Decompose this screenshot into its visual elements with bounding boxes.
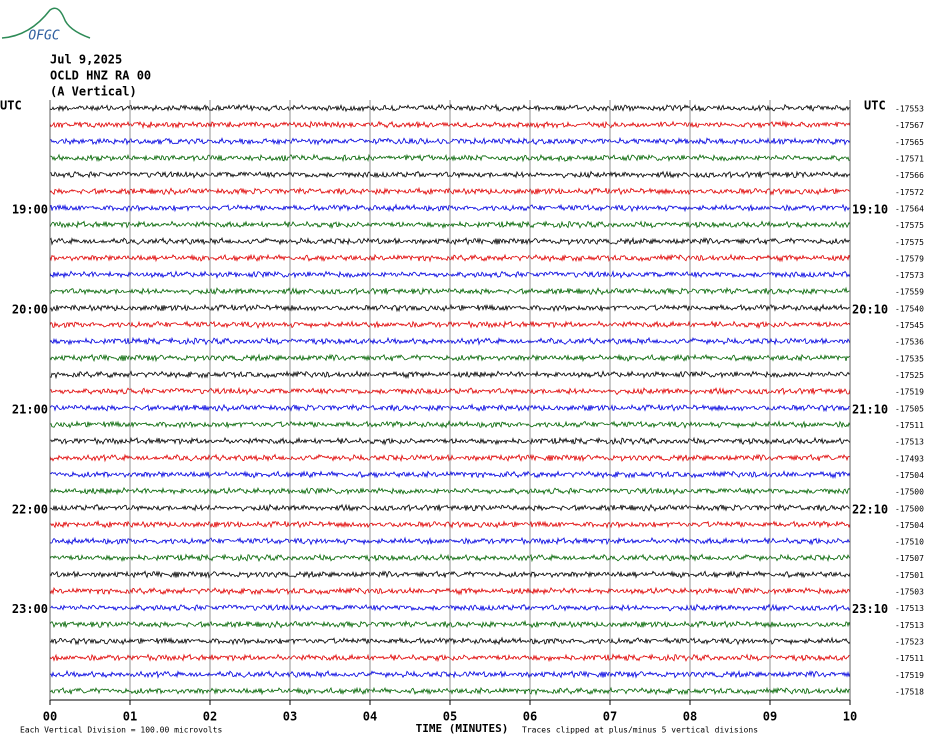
x-tick-label: 10 xyxy=(843,710,857,724)
trace-offset: -17579 xyxy=(895,254,924,263)
trace-offset: -17571 xyxy=(895,154,924,163)
x-tick-label: 05 xyxy=(443,710,457,724)
title-line: Jul 9,2025 xyxy=(50,53,122,67)
x-tick-label: 09 xyxy=(763,710,777,724)
trace-offset: -17500 xyxy=(895,488,924,497)
trace-offset: -17504 xyxy=(895,521,924,530)
logo-swoosh xyxy=(1,7,91,39)
left-time-label: 23:00 xyxy=(12,602,48,616)
trace-offset: -17567 xyxy=(895,121,924,130)
x-axis-label: TIME (MINUTES) xyxy=(416,722,509,735)
trace-offset: -17536 xyxy=(895,338,924,347)
trace-offset: -17545 xyxy=(895,321,924,330)
trace-offset: -17572 xyxy=(895,188,924,197)
trace-offset: -17564 xyxy=(895,204,924,213)
right-time-label: 21:10 xyxy=(852,402,888,416)
trace-offset: -17513 xyxy=(895,604,924,613)
trace-offset: -17511 xyxy=(895,654,924,663)
x-tick-label: 03 xyxy=(283,710,297,724)
title-line: OCLD HNZ RA 00 xyxy=(50,69,151,83)
left-time-label: 21:00 xyxy=(12,402,48,416)
trace-offset: -17575 xyxy=(895,221,924,230)
footnote: Traces clipped at plus/minus 5 vertical … xyxy=(522,726,758,735)
trace-offset: -17505 xyxy=(895,404,924,413)
x-tick-label: 02 xyxy=(203,710,217,724)
trace-offset: -17493 xyxy=(895,454,924,463)
trace-offset: -17510 xyxy=(895,538,924,547)
trace-offset: -17535 xyxy=(895,354,924,363)
trace-offset: -17565 xyxy=(895,138,924,147)
x-tick-label: 07 xyxy=(603,710,617,724)
left-axis-label: UTC xyxy=(0,99,22,113)
trace-offset: -17540 xyxy=(895,304,924,313)
left-time-label: 22:00 xyxy=(12,502,48,516)
x-tick-label: 00 xyxy=(43,710,57,724)
right-time-label: 22:10 xyxy=(852,502,888,516)
trace-offset: -17519 xyxy=(895,671,924,680)
right-axis-label: UTC xyxy=(864,99,886,113)
trace-offset: -17511 xyxy=(895,421,924,430)
trace-offset: -17507 xyxy=(895,554,924,563)
trace-offset: -17519 xyxy=(895,388,924,397)
x-tick-label: 08 xyxy=(683,710,697,724)
right-time-label: 19:10 xyxy=(852,202,888,216)
trace-offset: -17559 xyxy=(895,288,924,297)
footnote: Each Vertical Division = 100.00 microvol… xyxy=(20,726,222,735)
x-tick-label: 06 xyxy=(523,710,537,724)
trace-offset: -17503 xyxy=(895,588,924,597)
trace-offset: -17518 xyxy=(895,688,924,697)
right-time-label: 20:10 xyxy=(852,302,888,316)
trace-offset: -17525 xyxy=(895,371,924,380)
logo-text: OFGC xyxy=(28,29,59,44)
right-time-label: 23:10 xyxy=(852,602,888,616)
trace-offset: -17513 xyxy=(895,621,924,630)
trace-offset: -17513 xyxy=(895,438,924,447)
x-tick-label: 01 xyxy=(123,710,137,724)
left-time-label: 19:00 xyxy=(12,202,48,216)
trace-offset: -17566 xyxy=(895,171,924,180)
trace-offset: -17575 xyxy=(895,238,924,247)
x-tick-label: 04 xyxy=(363,710,377,724)
left-time-label: 20:00 xyxy=(12,302,48,316)
trace-offset: -17504 xyxy=(895,471,924,480)
trace-offset: -17553 xyxy=(895,105,924,114)
title-line: (A Vertical) xyxy=(50,85,137,99)
trace-offset: -17501 xyxy=(895,571,924,580)
trace-offset: -17523 xyxy=(895,638,924,647)
trace-offset: -17500 xyxy=(895,504,924,513)
trace-offset: -17573 xyxy=(895,271,924,280)
